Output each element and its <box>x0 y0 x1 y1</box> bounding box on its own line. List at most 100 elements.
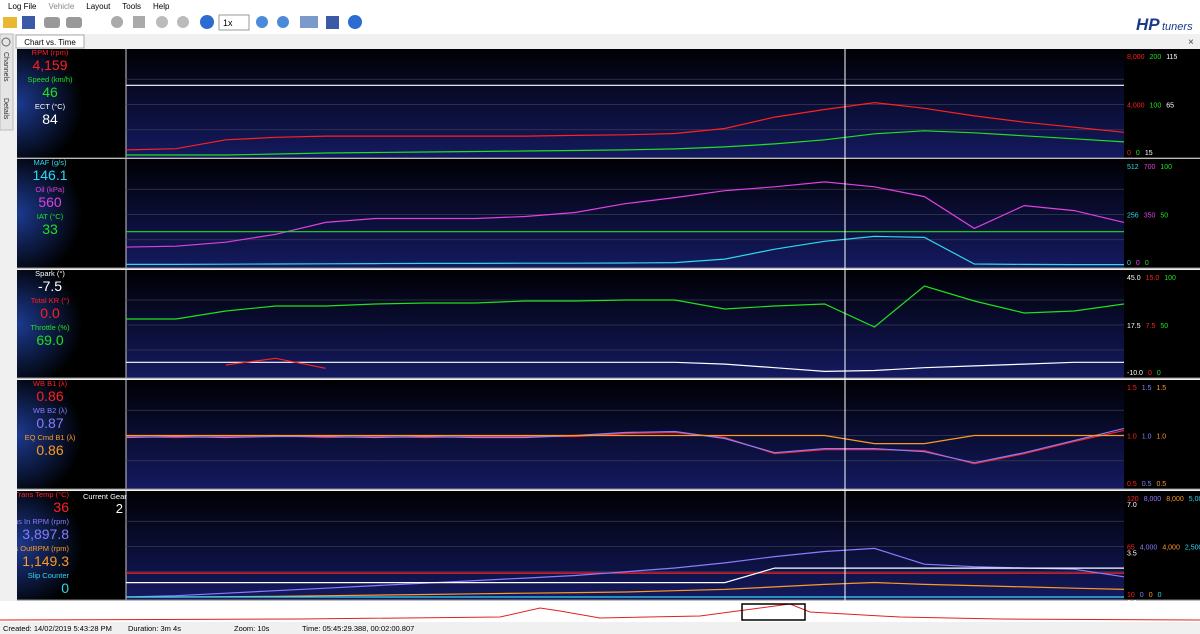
tab[interactable] <box>15 34 85 49</box>
scale-label: 3.5 <box>1127 551 1137 558</box>
scale-label: 8,000 <box>1166 496 1184 503</box>
readout-label: IAT (°C) <box>37 212 64 221</box>
export-button[interactable] <box>326 16 339 29</box>
open-button[interactable] <box>3 17 17 28</box>
trace <box>126 567 1124 584</box>
navigator-window[interactable] <box>741 603 806 621</box>
plot-area <box>126 49 1124 158</box>
trace <box>126 581 1125 598</box>
readout-value: -7.5 <box>38 278 62 294</box>
menu: Log File Vehicle Layout Tools Help <box>8 2 170 11</box>
scale-area <box>1124 159 1200 268</box>
scale-label: 50 <box>1160 213 1168 220</box>
scale-label: 45.0 <box>1127 275 1141 282</box>
navigator-trace <box>0 603 1200 621</box>
readout-label: Speed (km/h) <box>27 75 73 84</box>
speed-label: 1x <box>223 18 233 28</box>
readout-label: s OutRPM (rpm) <box>14 544 69 553</box>
readout-label: WB B2 (λ) <box>33 406 68 415</box>
status-text: Time: 05:45:29.388, 00:02:00.807 <box>302 624 414 633</box>
side-tab[interactable]: Details <box>2 98 9 120</box>
status-text: Zoom: 10s <box>234 624 270 633</box>
scale-label: 65 <box>1127 545 1135 552</box>
plot-area <box>126 159 1124 268</box>
readout-value: 0.86 <box>36 388 63 404</box>
scale-label: 1.0 <box>1142 434 1152 441</box>
scale-label: 0 <box>1157 370 1161 377</box>
speed-dropdown[interactable] <box>218 14 250 31</box>
trace <box>225 357 326 369</box>
info-button[interactable] <box>348 15 362 29</box>
readout-value: 46 <box>42 84 58 100</box>
side-collapse[interactable] <box>1 37 11 47</box>
scale-label: 512 <box>1127 164 1139 171</box>
scale-label: 0 <box>1127 150 1131 157</box>
scale-label: 0 <box>1158 592 1162 599</box>
readout-label: WB B1 (λ) <box>33 379 68 388</box>
vehicle-button-2[interactable] <box>66 17 82 28</box>
readout-label: EQ Cmd B1 (λ) <box>25 433 76 442</box>
readout-label: Spark (°) <box>35 269 65 278</box>
status: Created: 14/02/2019 5:43:28 PM Duration: … <box>3 624 414 633</box>
scale-label: 0 <box>1136 150 1140 157</box>
menu-item[interactable]: Help <box>153 2 170 11</box>
readout-value: 0 <box>61 580 69 596</box>
zoom-in-button[interactable] <box>256 16 268 28</box>
readout-label: Current Gear <box>83 492 127 501</box>
zoom-out-button[interactable] <box>277 16 289 28</box>
status-bar <box>0 622 1200 634</box>
layout-button[interactable] <box>300 16 318 28</box>
record-button[interactable] <box>111 16 123 28</box>
scale-label: 7.0 <box>1127 502 1137 509</box>
menu-item[interactable]: Layout <box>86 2 111 11</box>
pause-button[interactable] <box>156 16 168 28</box>
readout-label: ECT (°C) <box>35 102 66 111</box>
trace <box>126 361 1124 373</box>
scale-label: 100 <box>1150 103 1162 110</box>
vehicle-button[interactable] <box>44 17 60 28</box>
readout-label: ans In RPM (rpm) <box>10 517 70 526</box>
logo-suffix: tuners <box>1162 21 1193 33</box>
readout-value: 3,897.8 <box>22 526 69 542</box>
panels: RPM (rpm)4,159 0 4,000 8,000 Speed (km/h)46 0… <box>10 48 1200 607</box>
status-text: Duration: 3m 4s <box>128 624 181 633</box>
scale-label: 0 <box>1149 592 1153 599</box>
trace <box>126 434 1124 445</box>
toolbar: 1x HP tuners <box>0 12 1200 34</box>
scale-label: 700 <box>1144 164 1156 171</box>
stop-button[interactable] <box>133 16 145 28</box>
scale-label: 2,500 <box>1185 545 1200 552</box>
tab-label: Chart vs. Time <box>24 38 76 47</box>
side-panel <box>0 33 14 131</box>
menu-item[interactable]: Log File <box>8 2 37 11</box>
trace <box>125 427 1125 464</box>
play-button[interactable] <box>200 15 214 29</box>
menu-item[interactable]: Tools <box>122 2 141 11</box>
plot-area <box>126 380 1124 489</box>
scale-label: 115 <box>1166 54 1177 61</box>
readout-label: RPM (rpm) <box>32 48 69 57</box>
readout-area <box>17 491 126 600</box>
trace <box>125 181 1125 248</box>
power-button[interactable] <box>177 16 189 28</box>
scale-label: 5,000 <box>1189 496 1200 503</box>
scale-label: 4,000 <box>1140 545 1158 552</box>
scale-label: 65 <box>1166 103 1174 110</box>
close-tab[interactable]: × <box>1188 37 1194 48</box>
trace <box>126 285 1125 328</box>
readout-area <box>17 159 126 268</box>
readout-value: 69.0 <box>36 332 63 348</box>
side-tab[interactable]: Channels <box>2 52 9 82</box>
scale-label: 0 <box>1148 370 1152 377</box>
readout-value: 4,159 <box>32 57 67 73</box>
trace <box>125 547 1125 598</box>
readout-value: 36 <box>53 499 69 515</box>
scale-label: 4,000 <box>1162 545 1180 552</box>
logo: HP <box>1136 15 1160 34</box>
scale-label: 15 <box>1145 150 1153 157</box>
save-button[interactable] <box>22 16 35 29</box>
scale-label: 17.5 <box>1127 323 1141 330</box>
scale-label: 0 <box>1145 260 1149 267</box>
menu-item[interactable]: Vehicle <box>48 2 74 11</box>
